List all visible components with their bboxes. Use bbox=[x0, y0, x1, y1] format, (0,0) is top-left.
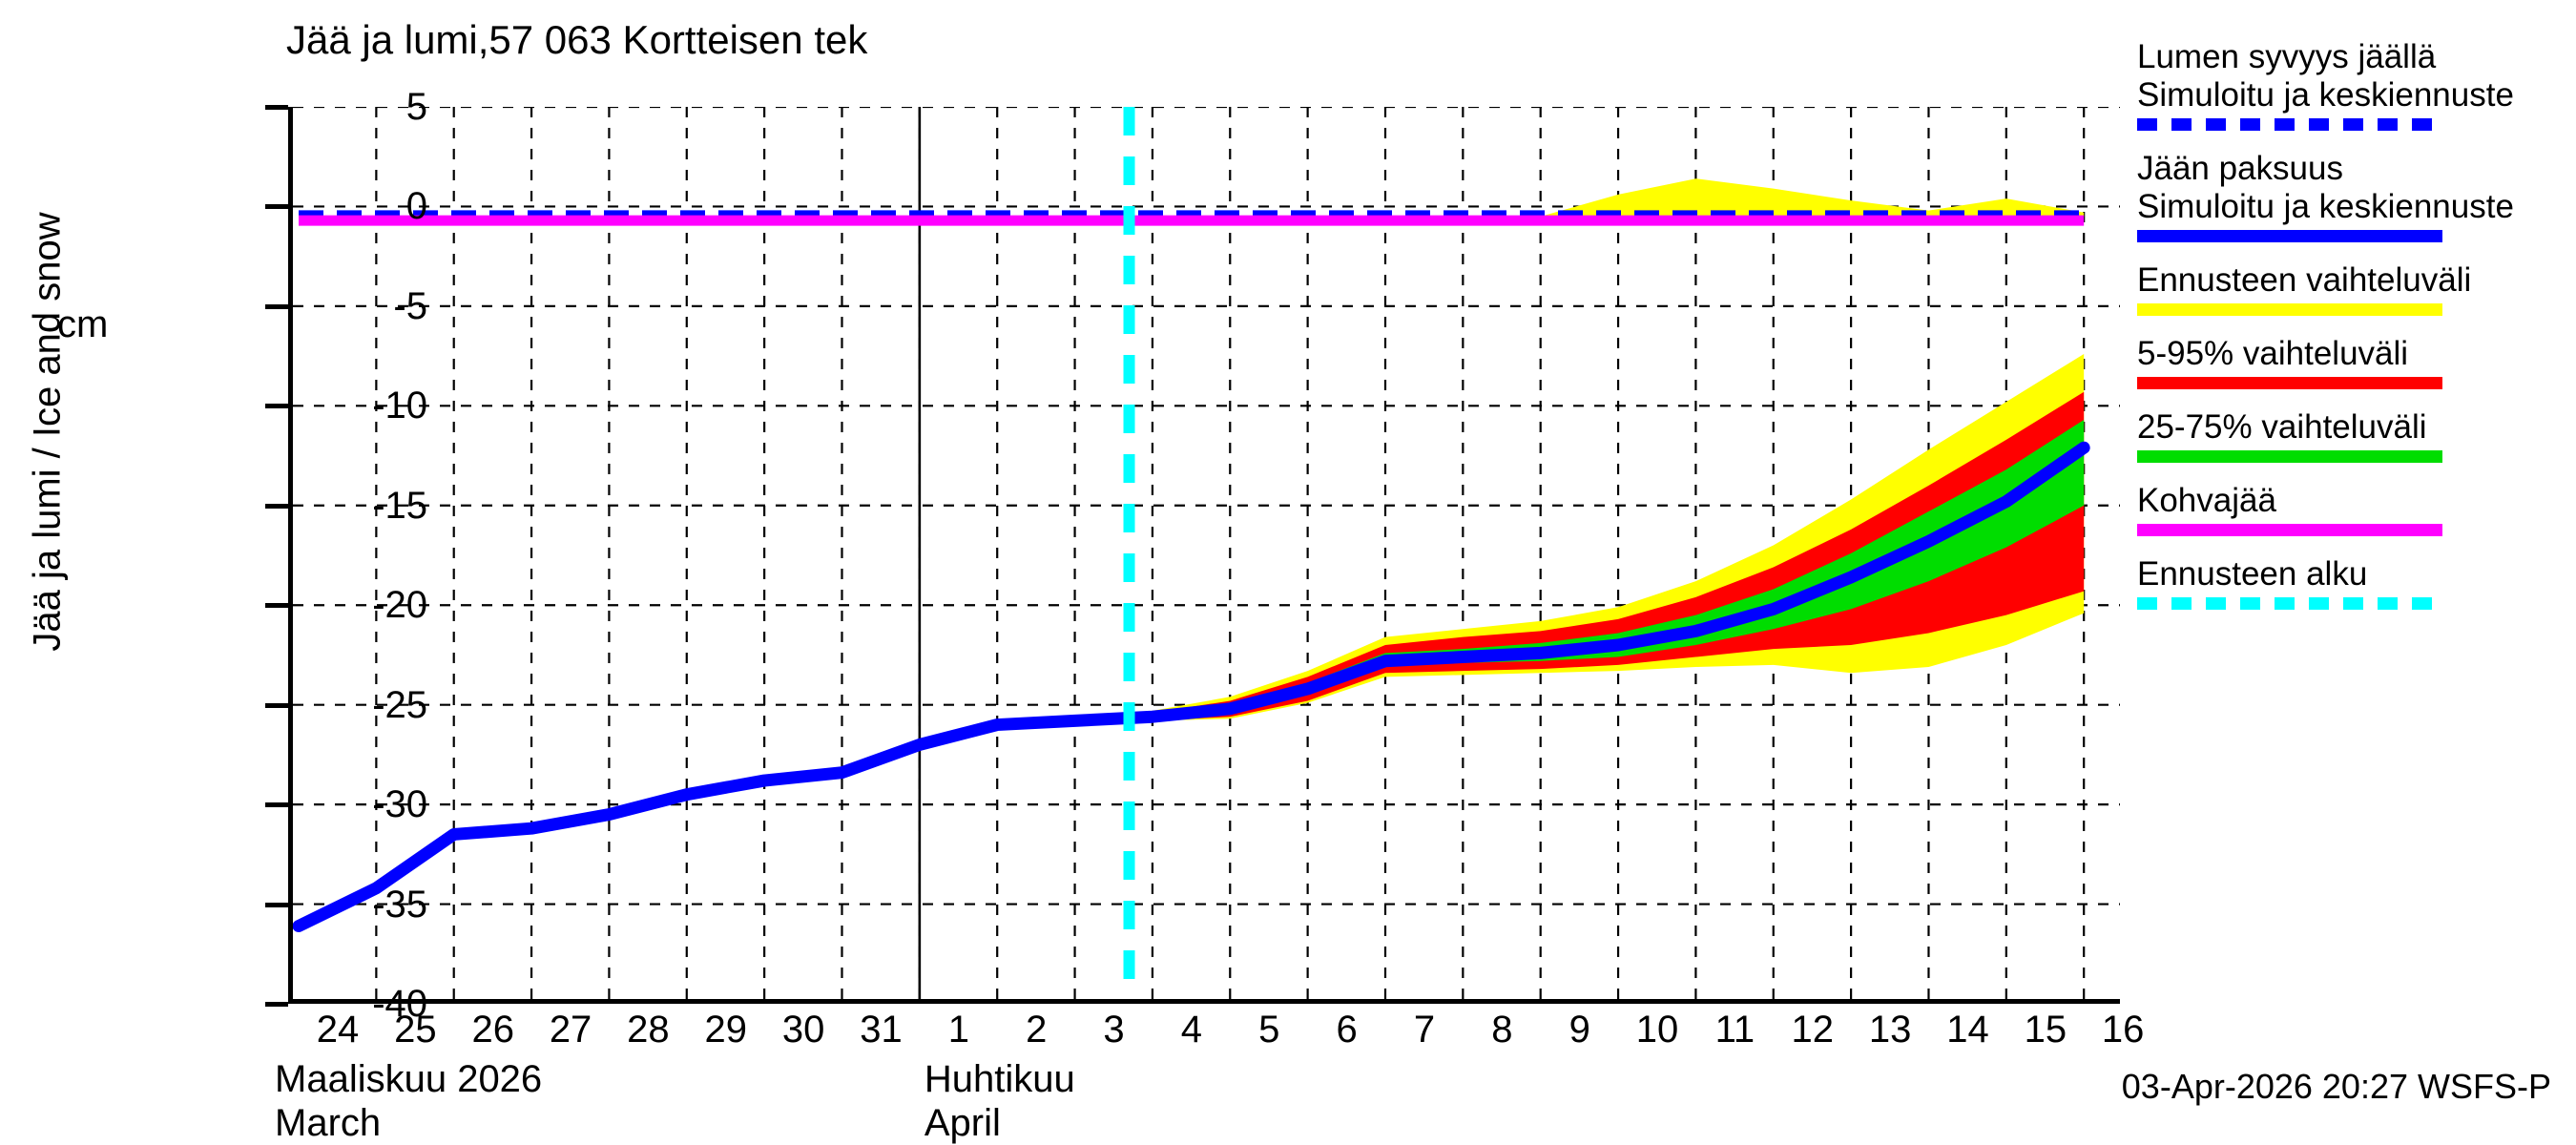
y-axis-tick-mark bbox=[265, 802, 288, 808]
month-label-block: Huhtikuu April bbox=[924, 1057, 1075, 1145]
legend-item-title: 5-95% vaihteluväli bbox=[2137, 335, 2409, 372]
legend-item-title: Jään paksuus bbox=[2137, 150, 2343, 187]
legend-item-ice-thickness-mean[interactable]: Jään paksuus Simuloitu ja keskiennuste bbox=[2137, 150, 2557, 242]
x-axis-tick: 28 bbox=[627, 1009, 670, 1051]
legend-item-title: Lumen syvyys jäällä bbox=[2137, 38, 2437, 75]
x-axis-tick: 12 bbox=[1791, 1009, 1835, 1051]
legend-item-title: Kohvajää bbox=[2137, 482, 2276, 519]
x-axis-tick: 29 bbox=[704, 1009, 748, 1051]
y-axis-tick: 0 bbox=[405, 185, 427, 228]
y-axis-tick-mark bbox=[265, 105, 288, 110]
y-axis-tick-mark bbox=[265, 404, 288, 409]
x-axis-tick: 6 bbox=[1336, 1009, 1358, 1051]
legend-swatch-ice-thickness-mean bbox=[2137, 230, 2442, 242]
y-axis-tick-mark bbox=[265, 503, 288, 509]
y-axis-tick-mark bbox=[265, 702, 288, 708]
plot-area bbox=[288, 107, 2120, 1004]
month-label-block: Maaliskuu 2026 March bbox=[275, 1057, 542, 1145]
y-axis-tick: -15 bbox=[372, 484, 427, 527]
legend-item-title: Ennusteen alku bbox=[2137, 555, 2368, 593]
x-axis-tick: 3 bbox=[1103, 1009, 1125, 1051]
legend-swatch-snow-depth-mean bbox=[2137, 118, 2442, 131]
x-axis-tick: 1 bbox=[947, 1009, 969, 1051]
legend-item-slush-ice[interactable]: Kohvajää bbox=[2137, 482, 2557, 536]
x-axis-tick: 16 bbox=[2101, 1009, 2145, 1051]
y-axis-tick: -30 bbox=[372, 783, 427, 826]
month-label-fi: Huhtikuu bbox=[924, 1058, 1075, 1100]
y-axis-tick: -10 bbox=[372, 385, 427, 427]
x-axis-tick: 2 bbox=[1026, 1009, 1048, 1051]
legend-item-range-5-95[interactable]: 5-95% vaihteluväli bbox=[2137, 335, 2557, 389]
y-axis-tick-mark bbox=[265, 902, 288, 907]
month-label-fi: Maaliskuu 2026 bbox=[275, 1058, 543, 1100]
month-label-en: April bbox=[924, 1102, 1001, 1144]
chart-svg bbox=[293, 107, 2120, 999]
x-axis-tick: 31 bbox=[860, 1009, 903, 1051]
x-axis-tick: 14 bbox=[1946, 1009, 1989, 1051]
legend-swatch-slush-ice bbox=[2137, 524, 2442, 536]
y-axis-tick: 5 bbox=[405, 86, 427, 128]
band-25-75-vaihteluv-li-ice- bbox=[1074, 419, 2085, 721]
legend-item-forecast-range[interactable]: Ennusteen vaihteluväli bbox=[2137, 261, 2557, 316]
y-axis-tick-mark bbox=[265, 603, 288, 609]
x-axis-tick: 25 bbox=[394, 1009, 437, 1051]
y-axis-tick: -40 bbox=[372, 983, 427, 1025]
ice-thickness-line bbox=[293, 441, 2090, 933]
x-axis-tick: 7 bbox=[1413, 1009, 1436, 1051]
footer-timestamp: 03-Apr-2026 20:27 WSFS-P bbox=[2121, 1067, 2551, 1106]
x-axis-tick: 4 bbox=[1180, 1009, 1203, 1051]
legend-item-forecast-start[interactable]: Ennusteen alku bbox=[2137, 555, 2557, 610]
legend: Lumen syvyys jäällä Simuloitu ja keskienn… bbox=[2137, 38, 2557, 629]
x-axis-tick: 13 bbox=[1868, 1009, 1912, 1051]
x-axis-tick: 11 bbox=[1714, 1009, 1755, 1051]
x-axis-tick: 30 bbox=[781, 1009, 825, 1051]
x-axis-tick: 8 bbox=[1491, 1009, 1513, 1051]
legend-item-subtitle: Simuloitu ja keskiennuste bbox=[2137, 188, 2514, 225]
x-axis-tick: 15 bbox=[2024, 1009, 2067, 1051]
legend-swatch-range-25-75 bbox=[2137, 450, 2442, 463]
y-axis-tick: -20 bbox=[372, 584, 427, 627]
x-axis-tick: 9 bbox=[1568, 1009, 1590, 1051]
x-axis-tick: 5 bbox=[1258, 1009, 1280, 1051]
y-axis-tick-mark bbox=[265, 204, 288, 210]
band-ennusteen-vaihteluv-li-snow- bbox=[1074, 178, 2085, 217]
y-axis-label-text: Jää ja lumi / Ice and snow bbox=[26, 212, 69, 652]
legend-item-snow-depth-mean[interactable]: Lumen syvyys jäällä Simuloitu ja keskienn… bbox=[2137, 38, 2557, 131]
legend-swatch-range-5-95 bbox=[2137, 377, 2442, 389]
band-5-95-vaihteluv-li-ice- bbox=[1074, 391, 2085, 721]
month-label-en: March bbox=[275, 1102, 382, 1144]
legend-item-title: 25-75% vaihteluväli bbox=[2137, 408, 2427, 446]
y-axis-tick: -25 bbox=[372, 683, 427, 726]
x-axis-tick: 10 bbox=[1635, 1009, 1679, 1051]
y-axis-tick: -5 bbox=[393, 284, 427, 327]
y-axis-unit: cm bbox=[57, 303, 109, 345]
x-axis-tick: 24 bbox=[316, 1009, 360, 1051]
legend-item-subtitle: Simuloitu ja keskiennuste bbox=[2137, 76, 2514, 114]
page-title: Jää ja lumi,57 063 Kortteisen tek bbox=[286, 17, 868, 62]
x-axis-tick: 26 bbox=[471, 1009, 514, 1051]
plot-clip bbox=[293, 107, 2120, 999]
y-axis-tick-mark bbox=[265, 303, 288, 309]
legend-item-range-25-75[interactable]: 25-75% vaihteluväli bbox=[2137, 408, 2557, 463]
legend-swatch-forecast-range bbox=[2137, 303, 2442, 316]
legend-item-title: Ennusteen vaihteluväli bbox=[2137, 261, 2472, 299]
y-axis-tick: -35 bbox=[372, 883, 427, 926]
legend-swatch-forecast-start bbox=[2137, 597, 2442, 610]
y-axis-tick-mark bbox=[265, 1002, 288, 1007]
x-axis-tick: 27 bbox=[549, 1009, 592, 1051]
y-axis-label: Jää ja lumi / Ice and snow bbox=[27, 41, 70, 823]
